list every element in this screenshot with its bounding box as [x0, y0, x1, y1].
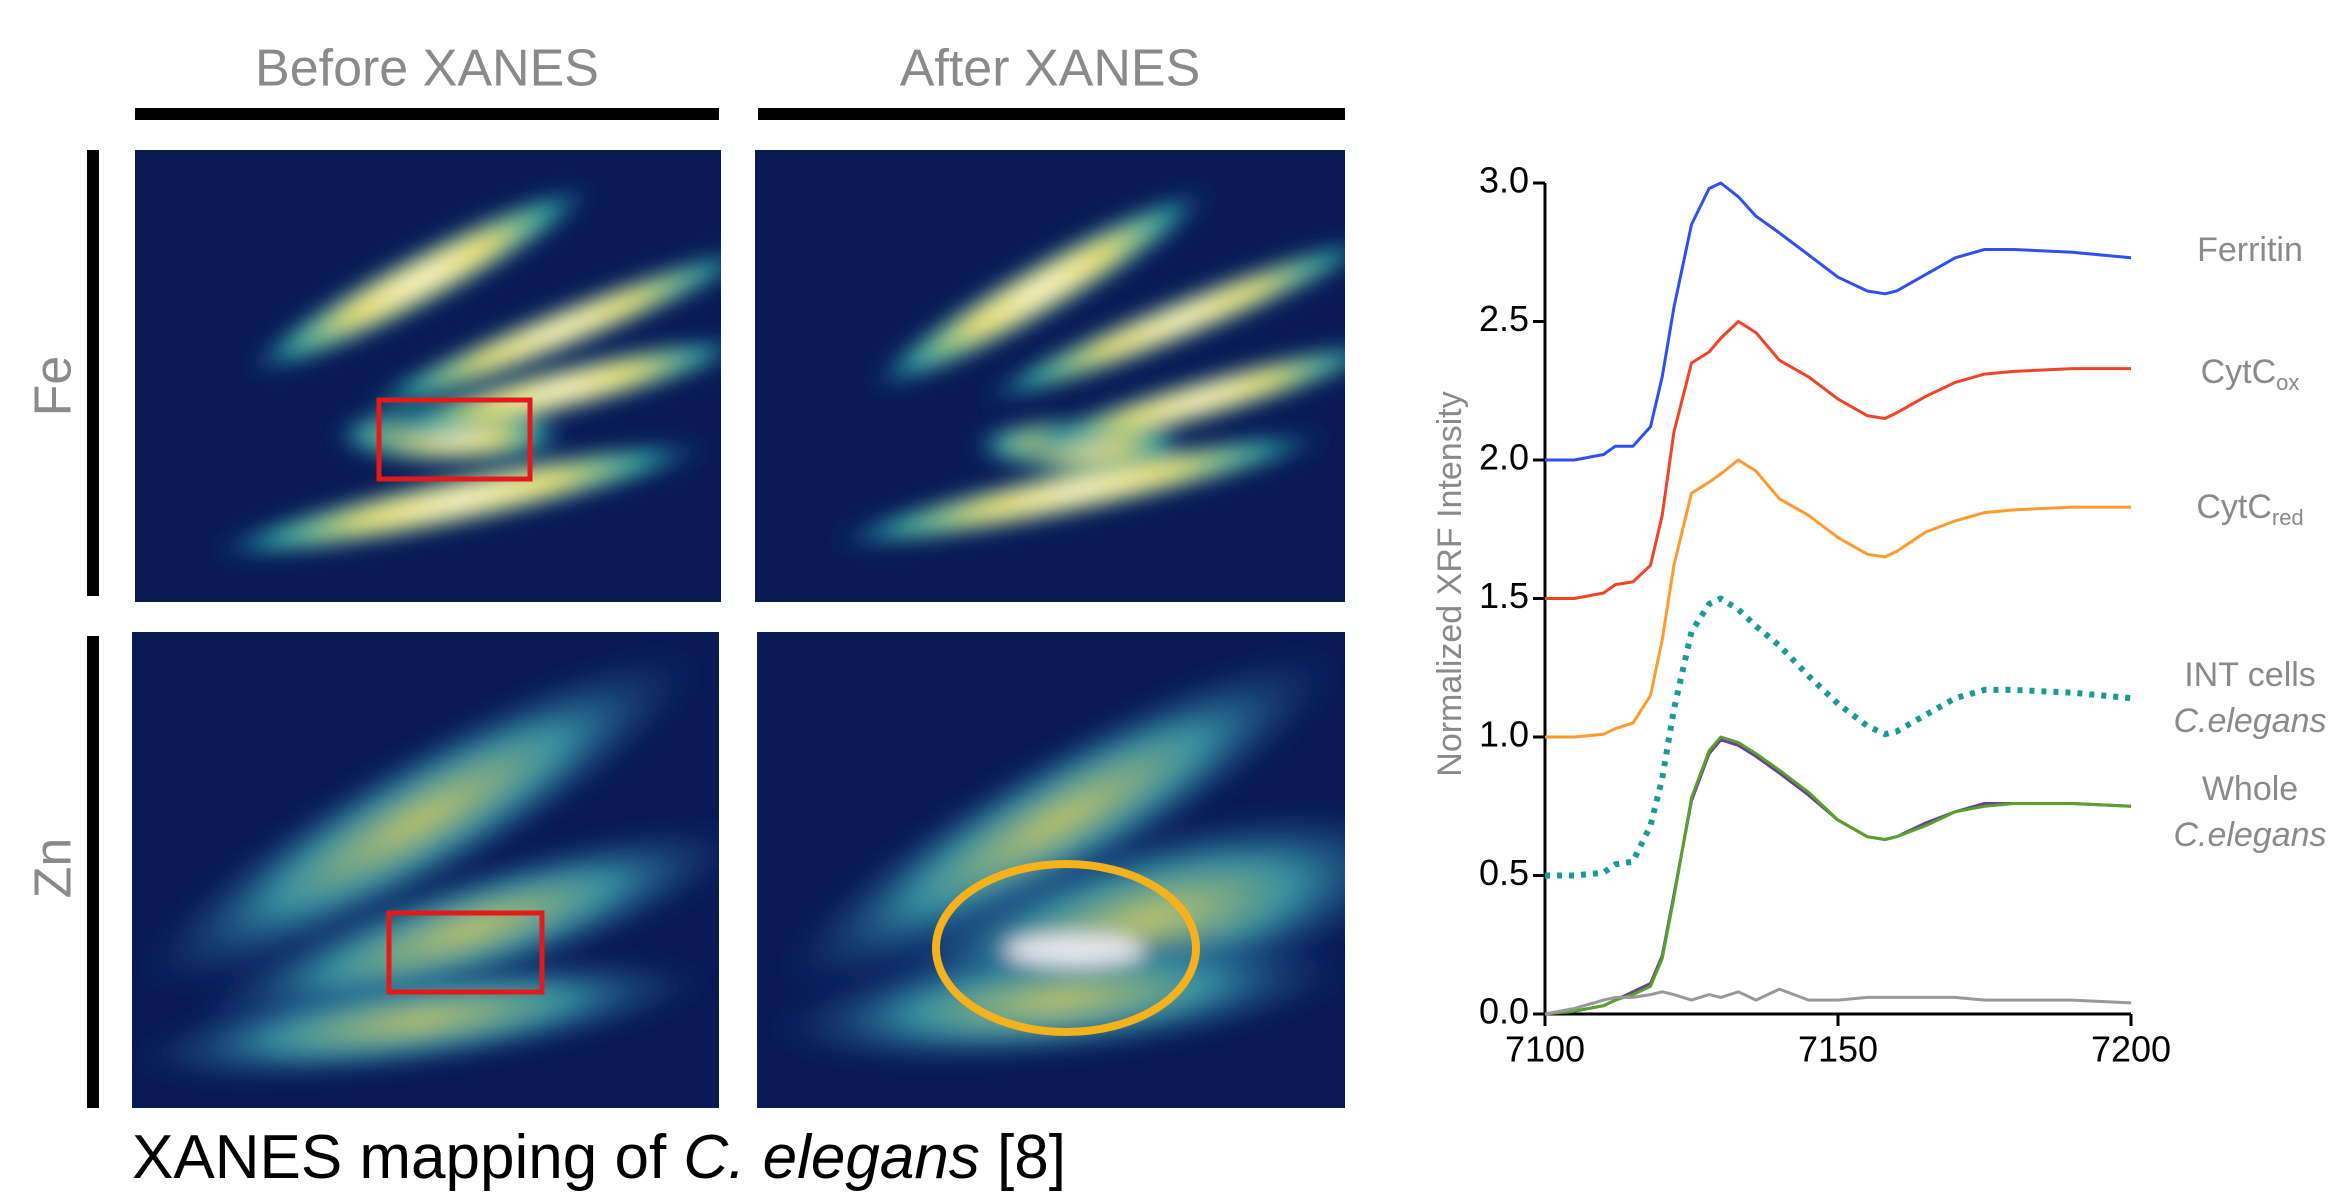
series-line [1545, 458, 2131, 739]
zn-after-map [757, 632, 1345, 1108]
series-line [1544, 735, 2132, 1016]
fe-after-map [755, 150, 1345, 602]
chart: 0.0 0.5 1.0 1.5 2.0 2.5 3.0 7100 7150 7200 Ferriti… [1479, 160, 2327, 1070]
x-tick-label: 7150 [1798, 1029, 1878, 1070]
series-label-text: CytC [2196, 488, 2272, 526]
row-title: Zn [25, 838, 83, 899]
series-line [1545, 181, 2132, 462]
series-label: Ferritin [2197, 231, 2303, 269]
column-bar [135, 108, 719, 120]
column-bar [758, 108, 1345, 120]
series-label-subscript: ox [2276, 370, 2299, 395]
caption-species: C. elegans [683, 1123, 979, 1192]
y-tick-label: 0.5 [1479, 852, 1529, 893]
caption: XANES mapping of C. elegans [8] [132, 1123, 1066, 1192]
series-line [1544, 738, 2132, 1016]
caption-ref: [8] [980, 1123, 1066, 1192]
x-tick-label: 7100 [1505, 1029, 1585, 1070]
row-title: Fe [25, 356, 83, 417]
series-label: C.elegans [2173, 816, 2326, 854]
series-label: C.elegans [2173, 702, 2326, 740]
zn-before-map [132, 632, 719, 1108]
fe-before-map [135, 150, 721, 602]
y-axis-label: Normalized XRF Intensity [1431, 391, 1469, 776]
row-bar [87, 636, 99, 1108]
series-label: Whole [2202, 770, 2298, 808]
y-tick-label: 3.0 [1479, 160, 1529, 201]
x-tick-label: 7200 [2091, 1029, 2171, 1070]
region-box [386, 910, 545, 995]
y-tick-label: 2.0 [1479, 437, 1529, 478]
series-label: CytCox [2201, 353, 2300, 395]
column-title: Before XANES [255, 40, 599, 98]
y-tick-label: 1.0 [1479, 714, 1529, 755]
y-tick-label: 1.5 [1479, 575, 1529, 616]
series-label-text: CytC [2201, 353, 2277, 391]
series-line [1545, 320, 2131, 600]
region-ellipse [932, 860, 1200, 1036]
caption-text: XANES mapping of [132, 1123, 683, 1192]
y-tick-label: 0.0 [1479, 991, 1529, 1032]
series-line [1545, 595, 2132, 879]
series-label: INT cells [2184, 656, 2316, 694]
y-tick-label: 2.5 [1479, 298, 1529, 339]
series-label-subscript: red [2272, 505, 2304, 530]
column-title: After XANES [900, 40, 1201, 98]
region-box [376, 397, 533, 482]
series-label-text: Ferritin [2197, 231, 2303, 269]
row-bar [87, 150, 99, 596]
series-label: CytCred [2196, 488, 2303, 530]
series-line [1544, 987, 2132, 1016]
